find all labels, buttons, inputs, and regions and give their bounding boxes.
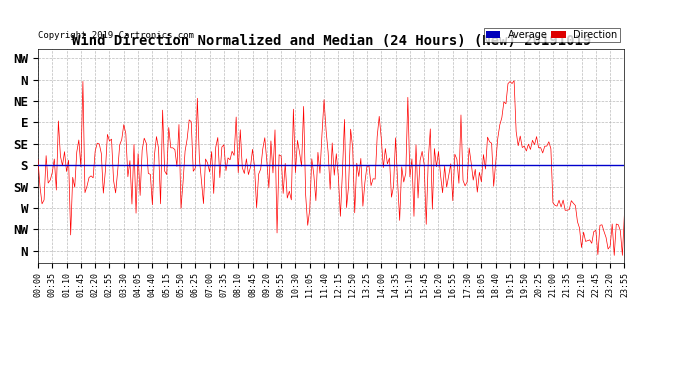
Title: Wind Direction Normalized and Median (24 Hours) (New) 20191019: Wind Direction Normalized and Median (24…: [72, 34, 591, 48]
Text: Copyright 2019 Cartronics.com: Copyright 2019 Cartronics.com: [38, 31, 194, 40]
Legend: Average, Direction: Average, Direction: [484, 28, 620, 42]
